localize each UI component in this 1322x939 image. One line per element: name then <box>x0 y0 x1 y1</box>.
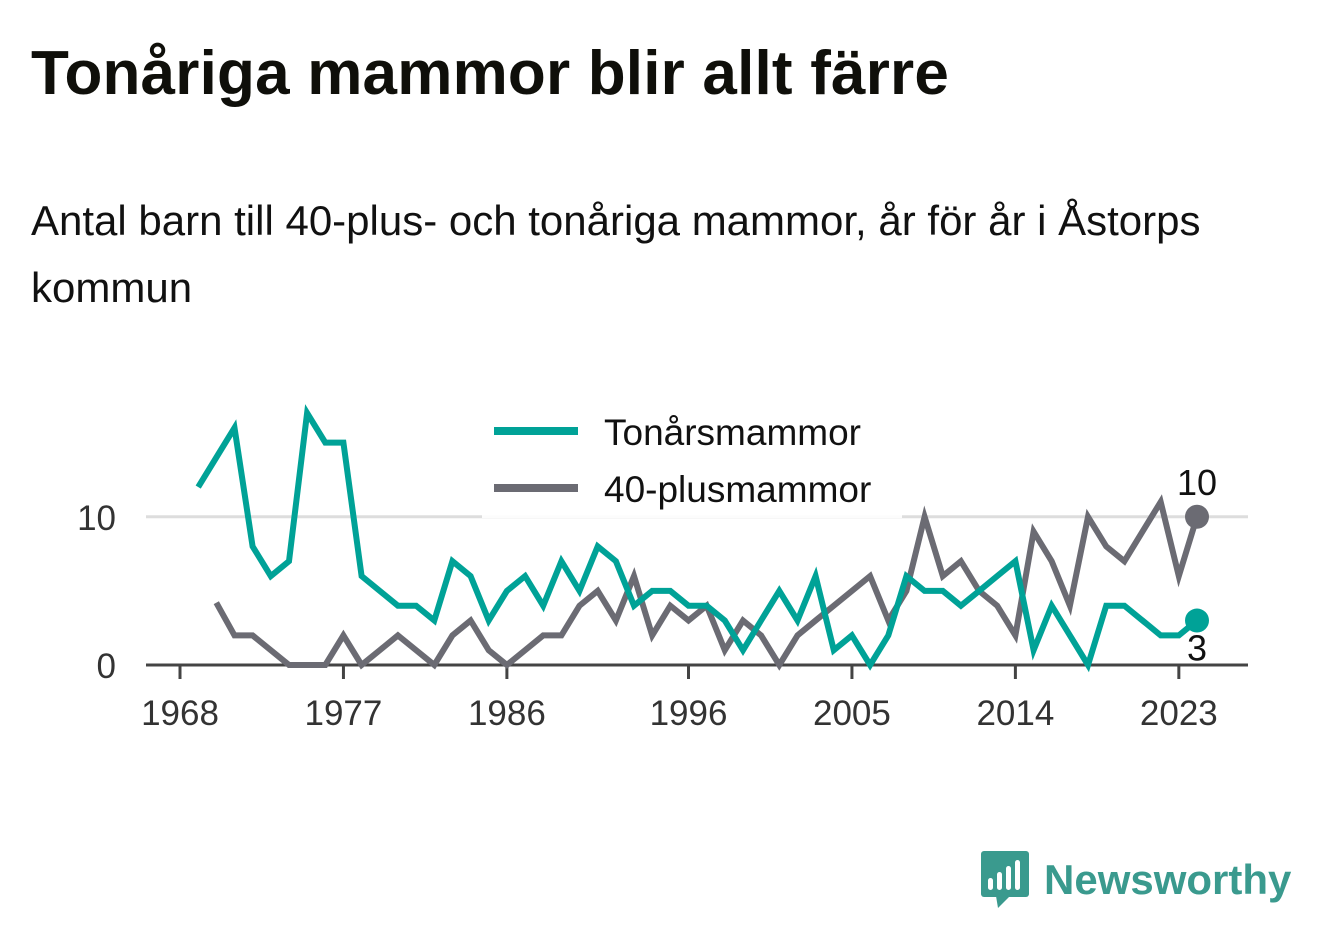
newsworthy-logo-icon <box>981 851 1029 908</box>
end-marker-tonarsmammor <box>1185 608 1209 633</box>
end-marker-40plusmammor <box>1185 504 1209 529</box>
series-line-tonarsmammor <box>195 404 1199 673</box>
legend: Tonårsmammor 40-plusmammor <box>482 402 902 518</box>
y-tick-labels: 0 10 <box>77 499 116 686</box>
brand-name: Newsworthy <box>1044 856 1292 903</box>
y-tick-label: 10 <box>77 499 116 538</box>
x-tick-label: 1986 <box>468 694 546 733</box>
chart-subtitle: Antal barn till 40-plus- och tonåriga ma… <box>31 197 1201 311</box>
x-tick-label: 1996 <box>650 694 728 733</box>
end-label-40plusmammor: 10 <box>1177 462 1217 503</box>
x-tick-label: 2014 <box>976 694 1054 733</box>
y-tick-label: 0 <box>97 647 116 686</box>
series-line-40plusmammor <box>213 494 1200 671</box>
end-markers: 3 10 <box>1177 462 1217 669</box>
x-axis: 1968 1977 1986 1996 2005 2014 2023 <box>141 663 1248 733</box>
legend-background <box>482 402 902 518</box>
x-tick-label: 1977 <box>305 694 383 733</box>
x-tick-label: 2005 <box>813 694 891 733</box>
legend-label-tonarsmammor: Tonårsmammor <box>604 412 861 453</box>
chart-title: Tonåriga mammor blir allt färre <box>31 39 950 108</box>
x-tick-label: 2023 <box>1140 694 1218 733</box>
brand: Newsworthy <box>980 848 1291 912</box>
x-tick-label: 1968 <box>141 694 219 733</box>
end-label-tonarsmammor: 3 <box>1187 628 1207 669</box>
series-lines <box>195 404 1200 673</box>
legend-label-40plusmammor: 40-plusmammor <box>604 469 871 510</box>
